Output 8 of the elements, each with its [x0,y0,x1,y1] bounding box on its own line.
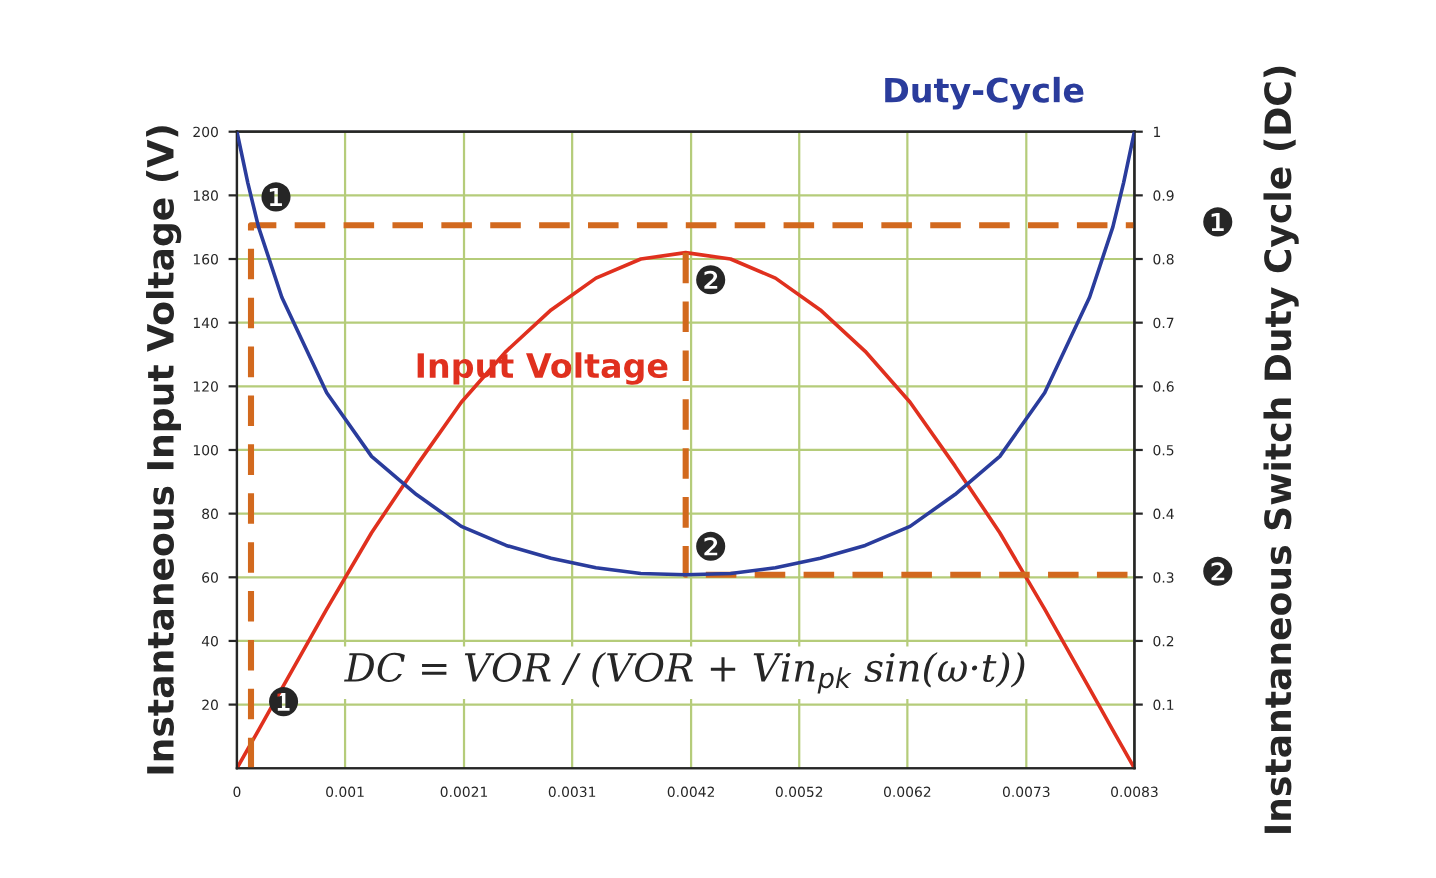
y2-axis-title: Instantaneous Switch Duty Cycle (DC) [1263,66,1299,833]
y-axis-title: Instantaneous Input Voltage (V) [146,126,182,774]
annotation: ❷ [1203,556,1233,586]
annotation: DC = VOR / (VOR + Vin$_{pk}$ sin(ω·t)) [344,651,1025,694]
annotation: ❷ [696,265,726,295]
annotation: ❶ [1203,207,1233,237]
annotation: ❷ [696,531,726,561]
series-label: Duty-Cycle [885,76,1084,110]
